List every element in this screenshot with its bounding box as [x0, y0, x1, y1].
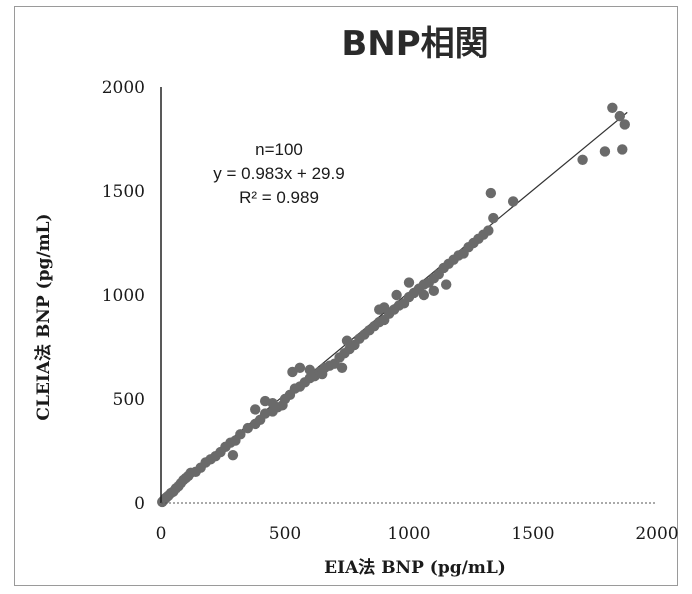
x-tick-label: 2000: [635, 524, 678, 544]
y-axis-label: CLEIA法 BNP (pg/mL): [33, 213, 54, 420]
data-point: [391, 289, 402, 301]
data-point: [428, 285, 439, 297]
data-point: [304, 364, 315, 376]
x-tick-label: 1500: [511, 524, 554, 544]
data-point: [441, 279, 452, 290]
x-tick-label: 500: [269, 524, 301, 544]
data-point: [614, 110, 625, 122]
data-point: [235, 429, 246, 440]
data-point: [617, 144, 628, 155]
data-point: [250, 404, 261, 415]
data-point: [599, 146, 611, 157]
stat-r-squared: R² = 0.989: [239, 188, 319, 207]
data-point: [507, 196, 519, 207]
chart-title: BNP相関: [341, 24, 488, 64]
data-point: [485, 187, 497, 199]
regression-stats: n=100 y = 0.983x + 29.9 R² = 0.989: [213, 140, 344, 207]
data-point: [418, 289, 430, 301]
y-tick-label: 0: [134, 494, 145, 514]
x-axis-label: EIA法 BNP (pg/mL): [324, 557, 506, 578]
y-tick-label: 1500: [102, 182, 145, 202]
data-point: [227, 449, 239, 461]
data-point: [607, 102, 618, 114]
data-point: [317, 368, 328, 380]
data-point: [488, 212, 499, 224]
y-tick-label: 500: [113, 390, 145, 410]
data-point: [374, 304, 385, 315]
x-tick-labels: 0 500 1000 1500 2000: [156, 524, 679, 544]
scatter-chart: BNP相関 n=100 y = 0.983x + 29.9 R² = 0.989…: [33, 24, 679, 578]
data-point: [259, 395, 271, 407]
x-tick-label: 0: [156, 524, 167, 544]
y-tick-label: 2000: [102, 78, 145, 98]
data-point: [294, 362, 306, 373]
chart-frame: BNP相関 n=100 y = 0.983x + 29.9 R² = 0.989…: [14, 6, 679, 586]
axes-layer: [160, 87, 657, 504]
data-point: [483, 225, 494, 236]
data-point: [577, 154, 588, 165]
y-tick-labels: 0 500 1000 1500 2000: [102, 78, 145, 514]
data-point: [336, 362, 348, 373]
stat-n: n=100: [255, 140, 303, 159]
stat-equation: y = 0.983x + 29.9: [213, 164, 344, 183]
y-tick-label: 1000: [102, 286, 145, 306]
x-tick-label: 1000: [387, 524, 430, 544]
data-point: [403, 277, 415, 288]
data-point: [341, 335, 353, 346]
data-points-layer: [157, 102, 630, 508]
data-point: [619, 119, 630, 130]
